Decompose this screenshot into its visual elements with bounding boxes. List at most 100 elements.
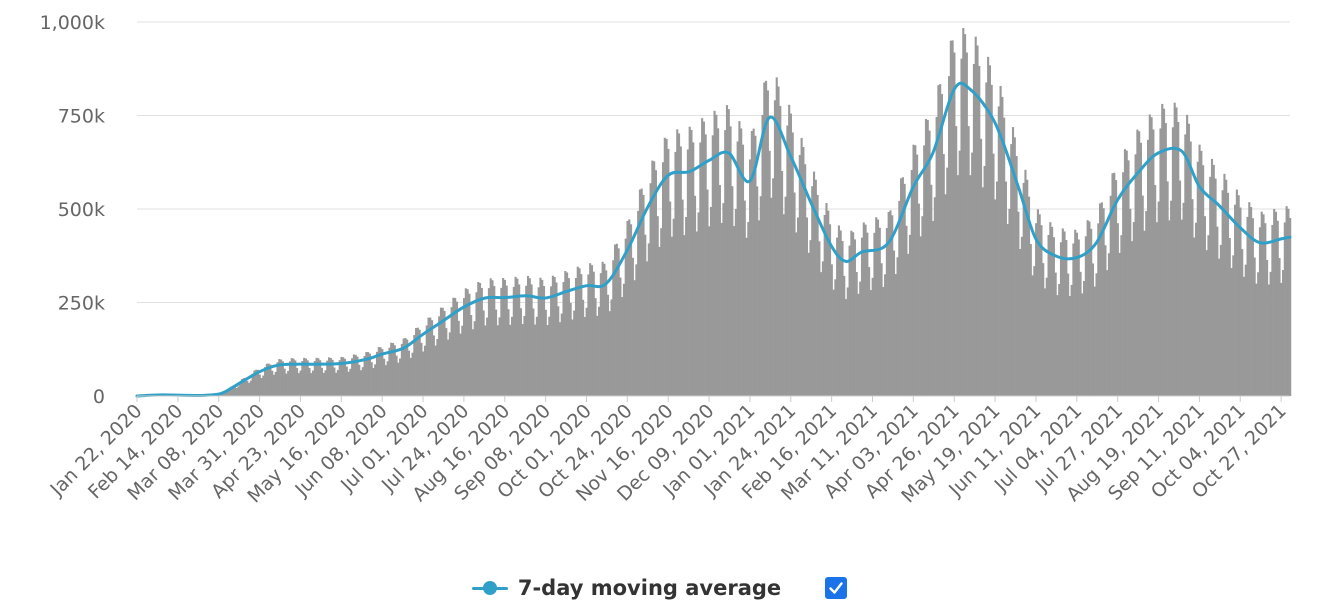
y-tick-label: 500k (58, 199, 105, 221)
daily-bar (1006, 224, 1009, 396)
daily-bar (253, 370, 256, 396)
daily-bar (1193, 237, 1196, 396)
daily-bar (473, 321, 476, 396)
daily-bar (1116, 223, 1119, 396)
daily-bar (935, 116, 938, 397)
daily-bar (1033, 266, 1036, 396)
daily-bar (695, 231, 698, 396)
daily-bar (718, 185, 721, 396)
daily-bar (661, 162, 665, 396)
daily-bar (368, 353, 371, 396)
daily-bar (251, 373, 254, 396)
daily-bar (896, 257, 899, 396)
daily-bar (1127, 160, 1130, 396)
daily-bar (628, 219, 631, 396)
daily-bar (1077, 239, 1080, 396)
daily-bar (327, 357, 331, 396)
daily-bar (1216, 226, 1219, 396)
daily-bar (447, 339, 450, 396)
daily-bar (288, 361, 292, 396)
daily-bar (407, 350, 411, 396)
daily-bar (256, 369, 260, 396)
daily-bar (539, 277, 542, 396)
daily-bar (850, 230, 853, 396)
daily-bar (1129, 208, 1132, 396)
daily-bar (647, 243, 650, 396)
daily-bar (978, 65, 981, 396)
daily-bar (645, 261, 649, 396)
daily-bar (649, 183, 652, 396)
daily-bar (1228, 238, 1231, 396)
daily-bar (1269, 271, 1272, 396)
daily-bar (482, 310, 485, 396)
daily-bar (560, 313, 563, 396)
daily-bar (1221, 190, 1224, 396)
daily-bar (580, 274, 583, 396)
daily-bar (427, 317, 430, 396)
daily-bar (1088, 221, 1091, 396)
daily-bars (137, 27, 1292, 397)
daily-bar (1079, 271, 1082, 396)
daily-bar (1258, 227, 1262, 396)
daily-bar (828, 224, 832, 396)
daily-bar (1058, 284, 1061, 396)
daily-bar (852, 232, 855, 396)
daily-bar (709, 206, 713, 396)
daily-bar (589, 263, 592, 396)
daily-bar (1267, 284, 1270, 396)
daily-bar (752, 128, 755, 396)
daily-bar (1164, 123, 1167, 396)
daily-bar (606, 294, 610, 396)
daily-bar (436, 339, 439, 396)
daily-bar (979, 138, 983, 396)
daily-bar (917, 203, 920, 396)
daily-bar (800, 137, 803, 396)
daily-bar (598, 306, 601, 396)
daily-bar (1202, 165, 1205, 396)
daily-bar (995, 181, 999, 396)
daily-bar (919, 236, 922, 396)
daily-bar (674, 151, 677, 396)
daily-bar (969, 175, 972, 396)
daily-bar (562, 282, 565, 396)
daily-bar (306, 360, 309, 396)
daily-bar (594, 298, 597, 396)
daily-bar (974, 36, 977, 396)
legend-toggle-checkbox[interactable] (825, 577, 848, 599)
daily-bar (990, 84, 993, 396)
daily-bar (603, 263, 606, 396)
daily-bar (987, 56, 990, 397)
moving-average-line (135, 81, 1292, 398)
daily-bar (425, 325, 428, 396)
daily-bar (812, 171, 816, 396)
daily-bar (264, 367, 267, 396)
daily-bar (324, 370, 327, 396)
daily-bar (1022, 182, 1025, 396)
daily-bar (951, 40, 954, 397)
daily-bar (1283, 222, 1286, 396)
daily-bar (329, 357, 332, 396)
daily-bar (347, 371, 350, 396)
daily-bar (1187, 123, 1190, 397)
daily-bar (574, 278, 578, 396)
daily-bar (626, 220, 629, 396)
daily-bar (697, 212, 700, 396)
daily-bar (537, 287, 540, 396)
daily-bar (1072, 243, 1075, 396)
daily-bar (1052, 237, 1055, 396)
daily-bar (864, 224, 867, 396)
daily-bar (839, 230, 842, 396)
daily-bar (491, 280, 494, 396)
daily-bar (946, 167, 949, 396)
daily-bar (400, 343, 403, 396)
daily-bar (1118, 252, 1121, 396)
daily-bar (386, 361, 389, 396)
daily-bar (635, 264, 638, 396)
legend-item-moving-average[interactable]: 7-day moving average (470, 576, 781, 600)
daily-bar (367, 352, 370, 396)
daily-bar (972, 63, 975, 396)
daily-bar (542, 286, 546, 396)
daily-bar (1191, 199, 1194, 396)
daily-bar (1150, 117, 1153, 397)
daily-bar (320, 367, 323, 396)
